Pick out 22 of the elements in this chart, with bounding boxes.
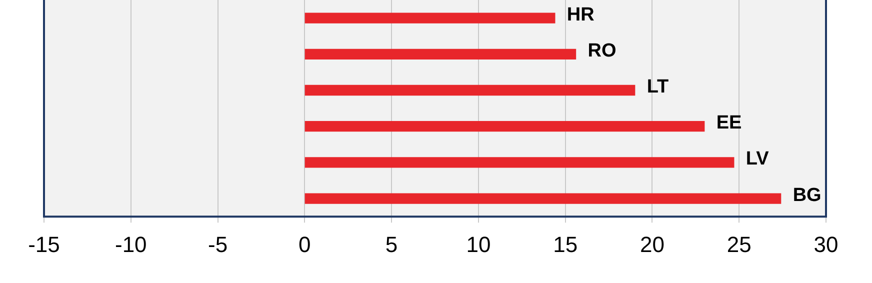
bar	[304, 121, 705, 132]
bar	[304, 193, 782, 204]
x-tick-label: 5	[385, 232, 398, 257]
y-tick-label: RO	[588, 40, 616, 62]
y-tick-label: BG	[792, 184, 822, 206]
x-tick-label: -5	[208, 232, 228, 257]
x-tick-label: 30	[814, 232, 838, 257]
x-tick-label: -15	[28, 232, 60, 257]
bar	[304, 84, 636, 96]
x-tick-label: 20	[640, 232, 664, 257]
x-tick-label: -10	[114, 232, 147, 257]
bar	[304, 12, 556, 24]
bar	[304, 48, 576, 60]
y-tick-label: LT	[646, 76, 670, 98]
x-tick-label: 10	[466, 232, 491, 257]
x-tick-label: 25	[726, 232, 752, 257]
y-tick-label: HR	[566, 4, 595, 26]
bar	[304, 157, 734, 168]
y-tick-label: EE	[716, 112, 742, 134]
x-tick-label: 15	[553, 232, 578, 257]
y-tick-label: LV	[746, 148, 770, 170]
x-tick-label: 0	[298, 232, 311, 257]
